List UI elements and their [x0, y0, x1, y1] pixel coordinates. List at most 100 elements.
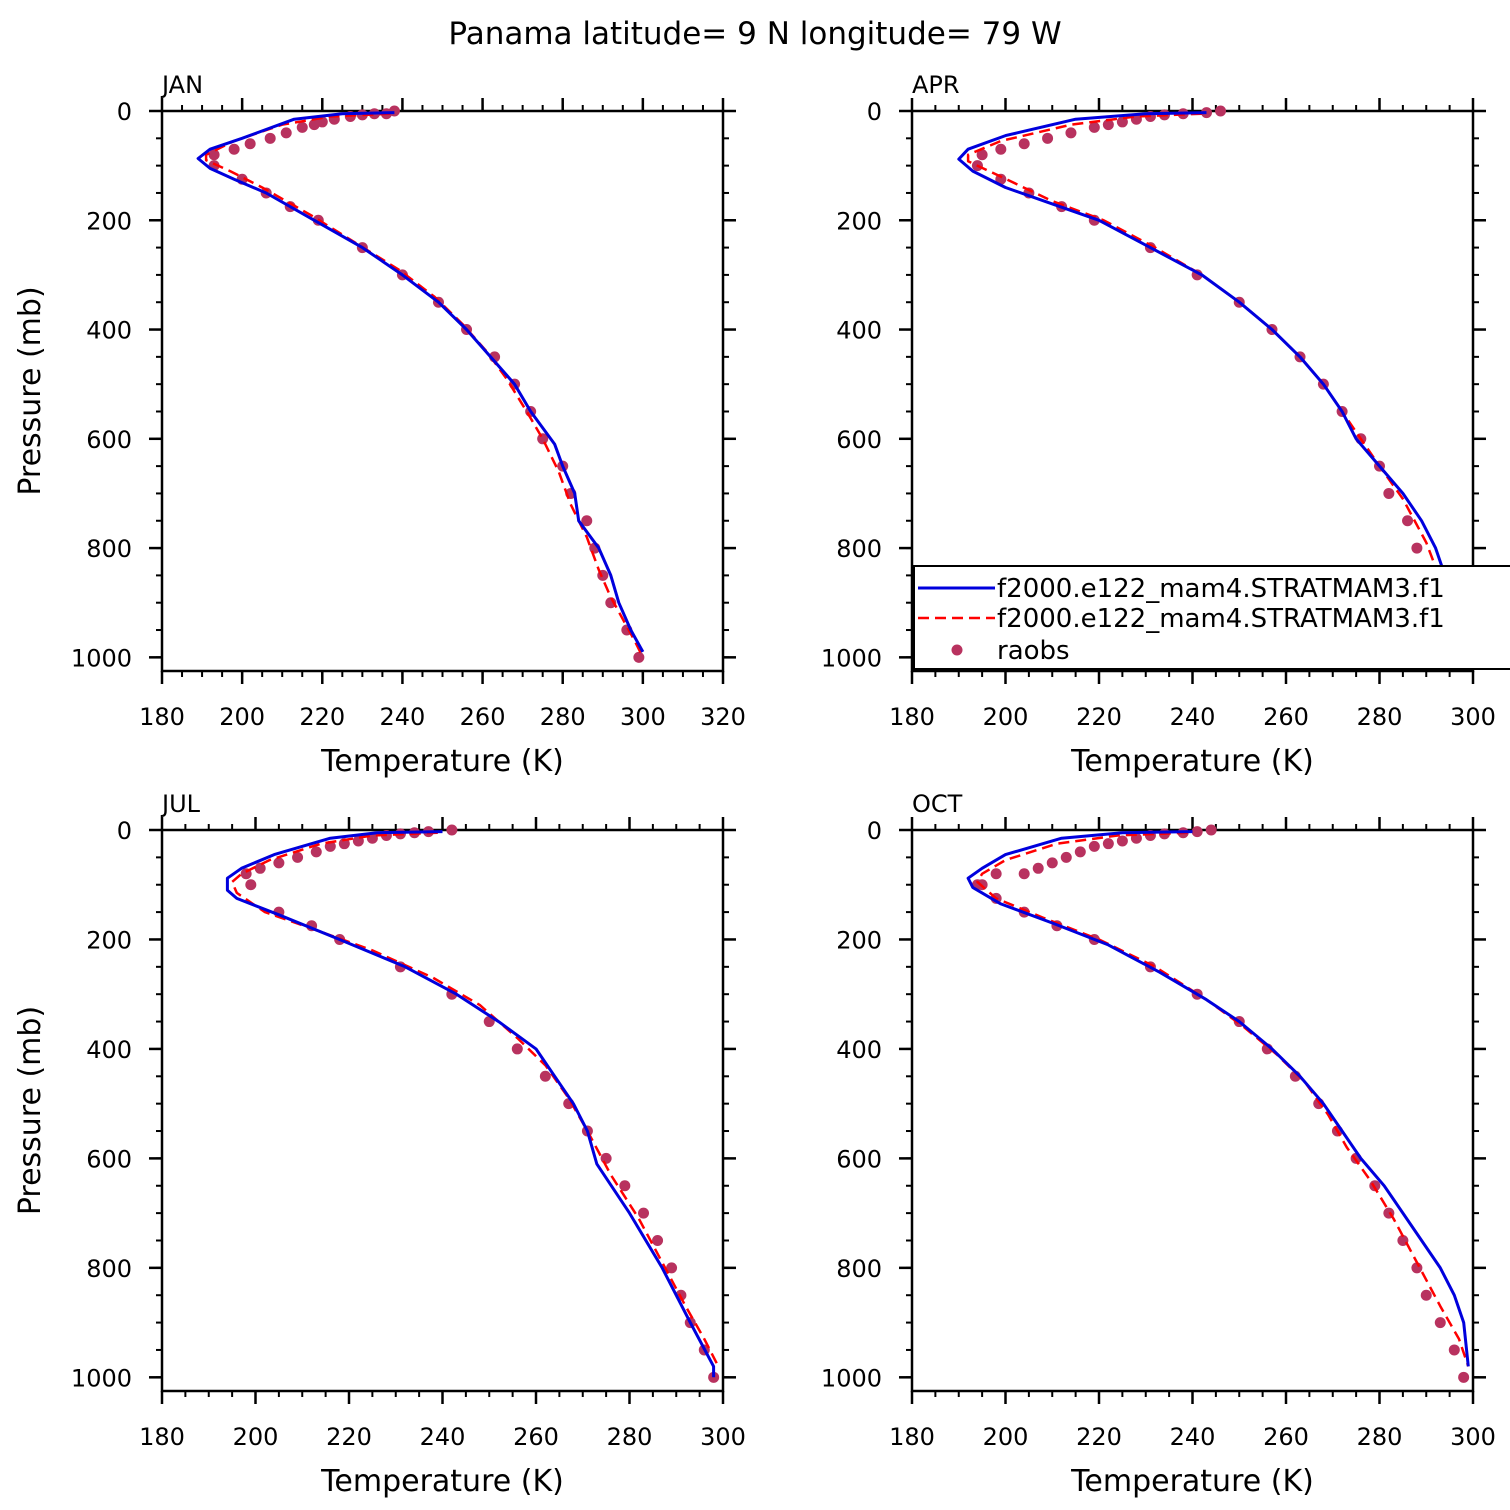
- raobs-point: [600, 1152, 612, 1164]
- figure-title: Panama latitude= 9 N longitude= 79 W: [448, 16, 1061, 52]
- raobs-point: [296, 121, 308, 133]
- series-line-solid: [196, 111, 645, 653]
- raobs-point: [1046, 857, 1058, 869]
- x-tick-label: 220: [326, 1423, 372, 1451]
- raobs-point: [1116, 835, 1128, 847]
- x-tick-label: 300: [620, 703, 666, 731]
- legend-swatch-dot: [951, 644, 963, 656]
- plot-area: [225, 824, 720, 1383]
- raobs-point: [1065, 127, 1077, 139]
- y-tick-label: 0: [867, 98, 882, 126]
- x-tick-label: 200: [983, 1423, 1029, 1451]
- y-axis-label: Pressure (mb): [13, 1006, 48, 1215]
- y-tick-label: 400: [86, 1036, 132, 1064]
- y-tick-label: 200: [836, 926, 882, 954]
- series-line-dashed: [230, 831, 720, 1367]
- y-tick-label: 1000: [71, 644, 132, 672]
- raobs-point: [976, 149, 988, 161]
- x-tick-label: 320: [700, 703, 746, 731]
- raobs-point: [581, 515, 593, 527]
- raobs-point: [254, 862, 266, 874]
- x-tick-label: 260: [1263, 1423, 1309, 1451]
- x-tick-label: 200: [233, 1423, 279, 1451]
- raobs-point: [1458, 1371, 1470, 1383]
- raobs-point: [1215, 105, 1227, 117]
- chart-panel-jan: JAN 180 200 220 240 260 280 300 320 0 200 400 600 800…: [13, 71, 746, 779]
- raobs-point: [1102, 119, 1114, 131]
- x-tick-label: 300: [1450, 1423, 1496, 1451]
- raobs-point: [633, 651, 645, 663]
- raobs-point: [1042, 132, 1054, 144]
- series-line-solid: [957, 111, 1470, 647]
- raobs-point: [1434, 1317, 1446, 1329]
- y-tick-label: 400: [836, 317, 882, 345]
- legend-entry-label: f2000.e122_mam4.STRATMAM3.f1: [997, 574, 1445, 604]
- x-tick-label: 240: [1170, 1423, 1216, 1451]
- raobs-point: [1074, 846, 1086, 858]
- raobs-point: [1191, 826, 1203, 838]
- y-tick-label: 1000: [71, 1364, 132, 1392]
- raobs-point: [1402, 515, 1414, 527]
- raobs-point: [1102, 838, 1114, 850]
- raobs-point: [338, 838, 350, 850]
- raobs-point: [264, 132, 276, 144]
- x-tick-label: 200: [219, 703, 265, 731]
- y-tick-label: 400: [86, 317, 132, 345]
- x-tick-label: 240: [380, 703, 426, 731]
- x-tick-label: 220: [299, 703, 345, 731]
- raobs-point: [208, 149, 220, 161]
- raobs-point: [1088, 121, 1100, 133]
- raobs-point: [1116, 116, 1128, 128]
- y-tick-label: 800: [86, 535, 132, 563]
- x-axis-label: Temperature (K): [1070, 1464, 1314, 1499]
- y-tick-label: 0: [867, 817, 882, 845]
- raobs-point: [1201, 107, 1213, 119]
- series-line-dashed: [976, 831, 1470, 1367]
- y-tick-label: 800: [836, 535, 882, 563]
- raobs-point: [1411, 542, 1423, 554]
- plot-area: [196, 105, 645, 663]
- panel-label: OCT: [912, 790, 963, 818]
- raobs-point: [666, 1262, 678, 1274]
- y-tick-label: 400: [836, 1036, 882, 1064]
- x-tick-label: 180: [889, 703, 935, 731]
- raobs-point: [292, 851, 304, 863]
- x-tick-label: 300: [1450, 703, 1496, 731]
- plot-area: [966, 824, 1470, 1383]
- y-tick-label: 1000: [821, 644, 882, 672]
- panel-label: APR: [912, 71, 960, 99]
- raobs-point: [228, 143, 240, 155]
- raobs-point: [638, 1207, 650, 1219]
- raobs-point: [1018, 868, 1030, 880]
- raobs-point: [245, 879, 257, 891]
- y-tick-label: 200: [86, 207, 132, 235]
- legend-entry-label: raobs: [997, 636, 1070, 666]
- raobs-point: [1420, 1289, 1432, 1301]
- raobs-point: [652, 1234, 664, 1246]
- raobs-point: [619, 1180, 631, 1192]
- panel-label: JAN: [160, 71, 203, 99]
- raobs-point: [708, 1371, 720, 1383]
- raobs-point: [446, 824, 458, 836]
- raobs-point: [308, 119, 320, 131]
- plot-frame: [160, 828, 725, 1393]
- y-tick-label: 600: [836, 426, 882, 454]
- raobs-point: [1060, 851, 1072, 863]
- legend: f2000.e122_mam4.STRATMAM3.f1f2000.e122_m…: [913, 565, 1510, 670]
- chart-panel-apr: APR 180 200 220 240 260 280 300 0 200 400 600 800 100…: [821, 71, 1496, 779]
- raobs-point: [511, 1043, 523, 1055]
- panel-label: JUL: [160, 790, 201, 818]
- y-axis-label: Pressure (mb): [13, 286, 48, 495]
- raobs-point: [539, 1070, 551, 1082]
- x-axis-label: Temperature (K): [320, 1464, 564, 1499]
- x-tick-label: 280: [1357, 1423, 1403, 1451]
- raobs-point: [995, 143, 1007, 155]
- y-tick-label: 600: [86, 1145, 132, 1173]
- raobs-point: [280, 127, 292, 139]
- x-tick-label: 180: [889, 1423, 935, 1451]
- raobs-point: [1448, 1344, 1460, 1356]
- y-tick-label: 0: [117, 98, 132, 126]
- x-tick-label: 280: [1357, 703, 1403, 731]
- x-tick-label: 220: [1076, 1423, 1122, 1451]
- raobs-point: [1018, 138, 1030, 150]
